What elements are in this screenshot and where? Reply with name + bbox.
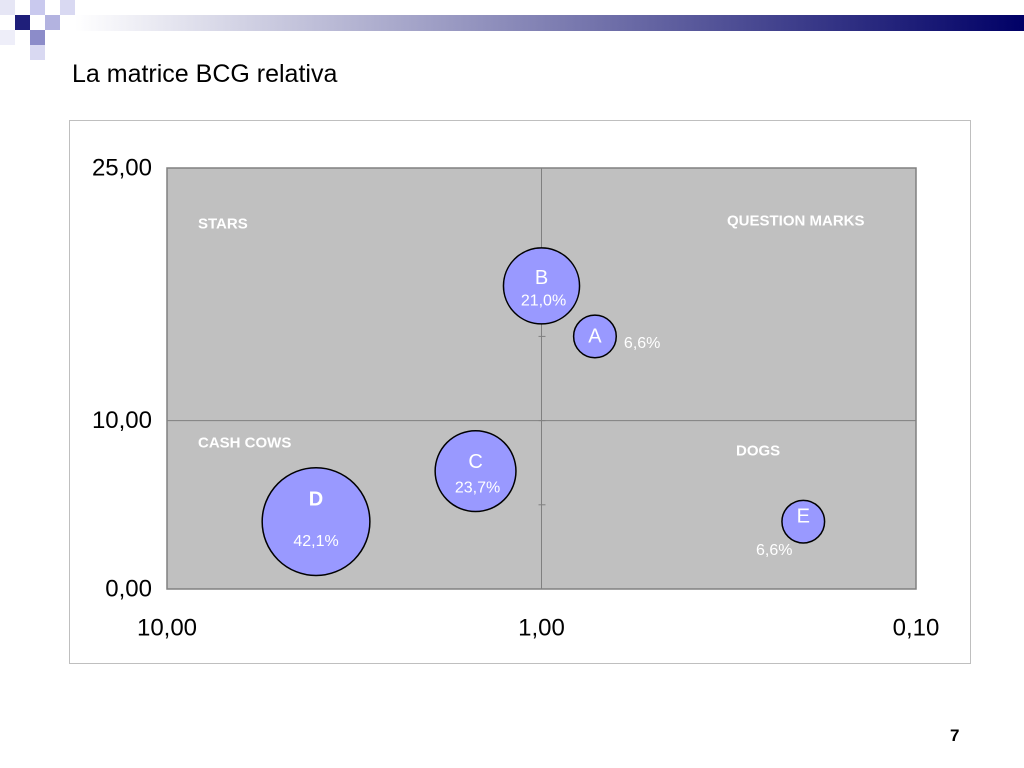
bubble-group-c: C 23,7%	[434, 429, 517, 513]
bubbles: A 6,6% B 21,0% C 23,7% D 42,1% E 6,6%	[261, 247, 826, 577]
decorative-square	[60, 0, 75, 15]
x-tick-label: 1,00	[518, 615, 565, 642]
decorative-squares	[0, 0, 75, 60]
chart-frame: STARS QUESTION MARKS CASH COWS DOGS A 6,6…	[69, 120, 971, 664]
decorative-square	[0, 30, 15, 45]
title-bar-gradient	[75, 15, 1024, 31]
bubble-group-a: A 6,6%	[572, 314, 660, 359]
y-tick-label: 0,00	[105, 576, 152, 603]
bubble-share-label-a: 6,6%	[624, 335, 660, 352]
y-tick-label: 10,00	[92, 407, 152, 434]
x-tick-label: 0,10	[893, 615, 940, 642]
slide-title: La matrice BCG relativa	[72, 60, 338, 88]
decorative-square	[30, 0, 45, 15]
bubble-name-label-b: B	[535, 267, 548, 289]
quadrant-labels: STARS QUESTION MARKS CASH COWS DOGS	[198, 213, 865, 460]
page-number: 7	[950, 726, 960, 745]
x-tick-label: 10,00	[137, 615, 197, 642]
quadrant-label-stars: STARS	[198, 216, 248, 233]
bubble-a	[572, 314, 618, 359]
bubble-group-b: B 21,0%	[502, 247, 581, 325]
bubble-c	[434, 429, 517, 513]
bubble-name-label-d: D	[309, 489, 323, 511]
bubble-share-label-c: 23,7%	[455, 480, 500, 497]
bcg-bubble-chart: STARS QUESTION MARKS CASH COWS DOGS A 6,6…	[92, 155, 939, 642]
quadrant-label-cash-cows: CASH COWS	[198, 435, 291, 452]
bubble-d	[261, 467, 371, 577]
decorative-square	[0, 0, 15, 15]
bubble-name-label-c: C	[468, 451, 482, 473]
decorative-square	[30, 30, 45, 45]
decorative-square	[15, 15, 30, 30]
decorative-square	[45, 15, 60, 30]
bubble-e	[781, 499, 826, 544]
y-tick-label: 25,00	[92, 155, 152, 182]
quadrant-label-dogs: DOGS	[736, 443, 780, 460]
bubble-share-label-b: 21,0%	[521, 292, 566, 309]
bubble-group-d: D 42,1%	[261, 467, 371, 577]
axis-tick-labels: 25,00 10,00 0,00 10,00 1,00 0,10	[92, 155, 939, 642]
bubble-share-label-e: 6,6%	[756, 542, 792, 559]
bubble-name-label-e: E	[797, 506, 810, 528]
decorative-square	[30, 45, 45, 60]
bubble-share-label-d: 42,1%	[293, 533, 338, 550]
quadrant-label-question-marks: QUESTION MARKS	[727, 213, 865, 230]
bubble-group-e: E 6,6%	[756, 499, 826, 559]
bubble-name-label-a: A	[588, 325, 602, 347]
bubble-b	[502, 247, 581, 325]
